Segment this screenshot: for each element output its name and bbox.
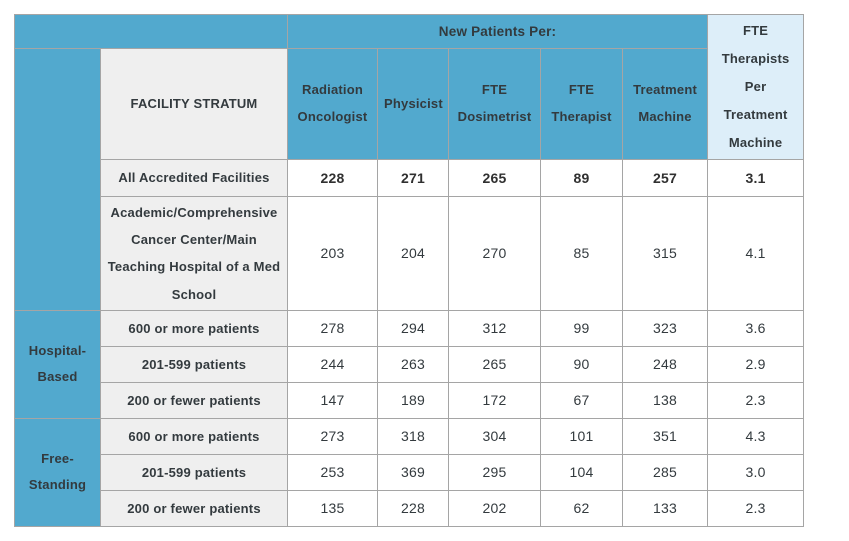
table-row-freestanding-200-fewer: 200 or fewer patients 135 228 202 62 133… bbox=[15, 489, 805, 527]
data-cell: 257 bbox=[621, 158, 709, 197]
row-label: 600 or more patients bbox=[100, 309, 288, 347]
data-cell: 244 bbox=[287, 345, 378, 383]
row-label: Academic/Comprehensive Cancer Center/Mai… bbox=[100, 195, 288, 311]
data-cell: 138 bbox=[621, 381, 709, 419]
row-label: All Accredited Facilities bbox=[100, 158, 288, 197]
new-patients-per-header: New Patients Per: bbox=[286, 14, 709, 49]
data-cell: 271 bbox=[377, 158, 449, 197]
data-cell: 285 bbox=[621, 453, 709, 491]
col-header-fte-dosimetrist: FTE Dosimetrist bbox=[448, 48, 541, 160]
data-cell: 99 bbox=[540, 309, 623, 347]
data-cell: 304 bbox=[448, 417, 541, 455]
data-cell: 2.3 bbox=[707, 381, 805, 419]
data-cell: 101 bbox=[540, 417, 623, 455]
data-cell: 4.1 bbox=[707, 195, 805, 311]
data-cell: 147 bbox=[287, 381, 378, 419]
column-header-row: FACILITY STRATUM Radiation Oncologist Ph… bbox=[14, 48, 804, 311]
data-cell: 263 bbox=[377, 345, 449, 383]
data-cell: 62 bbox=[540, 489, 623, 527]
group-label-hospital-based: Hospital-Based bbox=[14, 309, 101, 419]
data-cell: 4.3 bbox=[707, 417, 805, 455]
data-cell: 104 bbox=[540, 453, 623, 491]
data-cell: 85 bbox=[540, 195, 623, 311]
data-cell: 228 bbox=[377, 489, 449, 527]
data-cell: 2.9 bbox=[707, 345, 805, 383]
data-cell: 323 bbox=[621, 309, 709, 347]
table-row-hospital-201-599: 201-599 patients 244 263 265 90 248 2.9 bbox=[15, 345, 805, 383]
data-cell: 189 bbox=[377, 381, 449, 419]
data-cell: 270 bbox=[448, 195, 541, 311]
data-cell: 203 bbox=[287, 195, 378, 311]
data-cell: 253 bbox=[287, 453, 378, 491]
facility-stratum-header: FACILITY STRATUM bbox=[100, 48, 288, 160]
table-row-hospital-200-fewer: 200 or fewer patients 147 189 172 67 138… bbox=[15, 381, 805, 419]
data-cell: 351 bbox=[621, 417, 709, 455]
row-label: 600 or more patients bbox=[100, 417, 288, 455]
col-header-physicist: Physicist bbox=[377, 48, 449, 160]
data-cell: 315 bbox=[621, 195, 709, 311]
row-label: 201-599 patients bbox=[100, 453, 288, 491]
data-cell: 2.3 bbox=[707, 489, 805, 527]
row-label: 200 or fewer patients bbox=[100, 381, 288, 419]
data-cell: 3.6 bbox=[707, 309, 805, 347]
data-cell: 369 bbox=[377, 453, 449, 491]
col-header-fte-therapist: FTE Therapist bbox=[540, 48, 623, 160]
table-row-freestanding-201-599: 201-599 patients 253 369 295 104 285 3.0 bbox=[15, 453, 805, 491]
table-row-academic: Academic/Comprehensive Cancer Center/Mai… bbox=[15, 195, 805, 311]
blank-corner-cell bbox=[14, 14, 288, 49]
blank-group-cell bbox=[14, 48, 101, 311]
table-row-hospital-600-plus: Hospital-Based 600 or more patients 278 … bbox=[14, 309, 805, 419]
row-label: 201-599 patients bbox=[100, 345, 288, 383]
data-cell: 228 bbox=[287, 158, 378, 197]
table-row-freestanding-600-plus: Free-Standing 600 or more patients 273 3… bbox=[14, 417, 805, 527]
data-cell: 318 bbox=[377, 417, 449, 455]
col-header-radiation-oncologist: Radiation Oncologist bbox=[287, 48, 378, 160]
data-cell: 248 bbox=[621, 345, 709, 383]
row-label: 200 or fewer patients bbox=[100, 489, 288, 527]
data-cell: 89 bbox=[540, 158, 623, 197]
data-cell: 312 bbox=[448, 309, 541, 347]
data-cell: 204 bbox=[377, 195, 449, 311]
data-cell: 202 bbox=[448, 489, 541, 527]
col-header-treatment-machine: Treatment Machine bbox=[621, 48, 709, 160]
fte-therapists-per-treatment-machine-header: FTE Therapists Per Treatment Machine bbox=[707, 14, 805, 160]
facility-staffing-table: New Patients Per: FTE Therapists Per Tre… bbox=[14, 14, 805, 527]
data-cell: 3.1 bbox=[707, 158, 805, 197]
data-cell: 294 bbox=[377, 309, 449, 347]
data-cell: 67 bbox=[540, 381, 623, 419]
data-cell: 133 bbox=[621, 489, 709, 527]
data-cell: 273 bbox=[287, 417, 378, 455]
data-cell: 295 bbox=[448, 453, 541, 491]
data-cell: 172 bbox=[448, 381, 541, 419]
data-cell: 3.0 bbox=[707, 453, 805, 491]
group-label-free-standing: Free-Standing bbox=[14, 417, 101, 527]
data-cell: 135 bbox=[287, 489, 378, 527]
data-cell: 265 bbox=[448, 345, 541, 383]
data-cell: 90 bbox=[540, 345, 623, 383]
banner-row: New Patients Per: FTE Therapists Per Tre… bbox=[14, 14, 805, 160]
data-cell: 265 bbox=[448, 158, 541, 197]
table-row-all-accredited: All Accredited Facilities 228 271 265 89… bbox=[15, 158, 805, 197]
data-cell: 278 bbox=[287, 309, 378, 347]
